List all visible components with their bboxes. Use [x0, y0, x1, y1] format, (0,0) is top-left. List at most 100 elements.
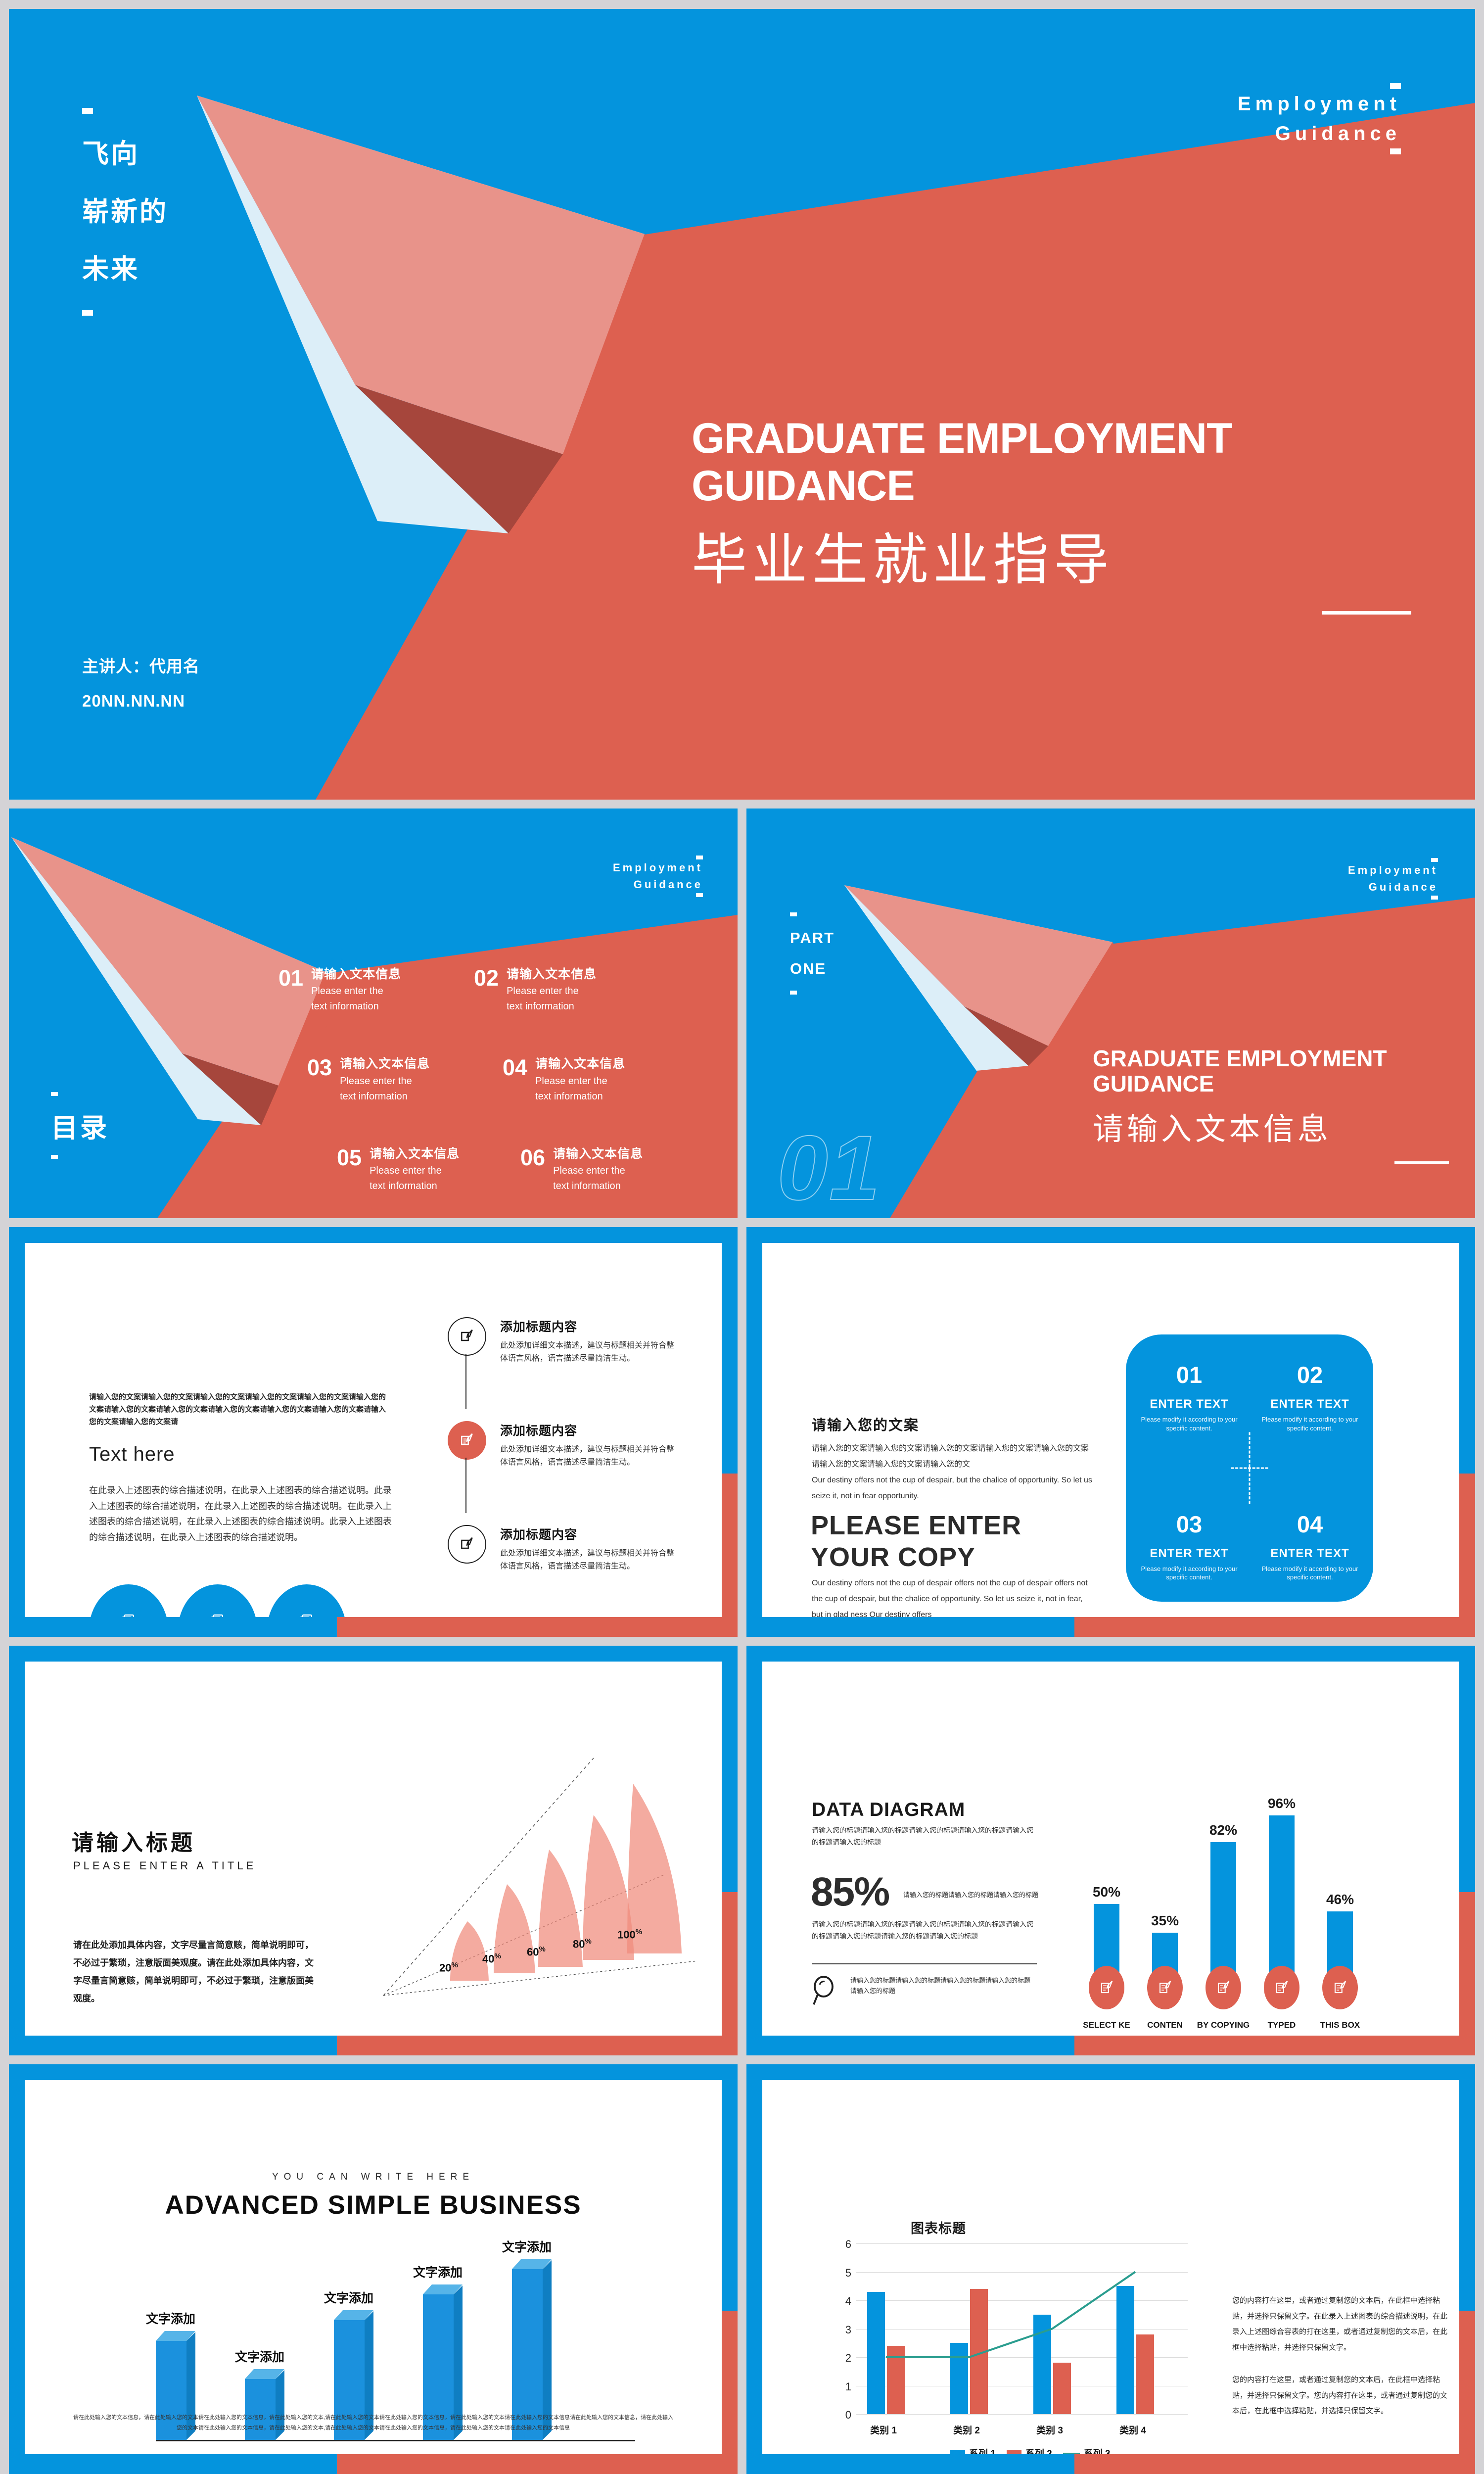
toc-grid: 01 请输入文本信息 Please enter the text informa… — [278, 967, 704, 1218]
section-eyebrow-line-2: Guidance — [1368, 881, 1438, 894]
section-title-cn: 请输入文本信息 — [1093, 1112, 1332, 1146]
quadrant-number: 04 — [1297, 1511, 1323, 1537]
quadrant-cell-04[interactable]: 04 ENTER TEXT Please modify it according… — [1251, 1513, 1369, 1582]
toc-item-sub-1: Please enter the — [370, 1165, 442, 1176]
timeline-marker[interactable] — [448, 1317, 486, 1356]
data-bar-value: 82% — [1209, 1822, 1238, 1838]
section-title-en-line-2: GUIDANCE — [1093, 1071, 1214, 1097]
legend-line-icon — [1063, 2453, 1080, 2454]
toc-item-02[interactable]: 02 请输入文本信息 Please enter the text informa… — [474, 967, 669, 1013]
timeline-step-2[interactable]: 添加标题内容 此处添加详细文本描述，建议与标题相关并符合整体语言风格，语言描述尽… — [448, 1421, 705, 1513]
pill-item-2[interactable]: Text here — [178, 1584, 257, 1617]
dash-mark-icon — [1390, 148, 1401, 154]
section-part-line-1: PART — [790, 929, 835, 947]
legend-label-2: 系列 2 — [1025, 2449, 1052, 2454]
combo-gridline — [856, 2357, 1188, 2358]
slide-frame-red-bottom — [336, 2036, 738, 2055]
slide-advanced-business[interactable]: YOU CAN WRITE HERE ADVANCED SIMPLE BUSIN… — [9, 2064, 738, 2474]
toc-eyebrow: Employment Guidance — [612, 856, 703, 898]
quadrant-cell-02[interactable]: 02 ENTER TEXT Please modify it according… — [1251, 1363, 1369, 1432]
advanced-bar-label: 文字添加 — [235, 2350, 285, 2364]
data-bar-badge-5 — [1322, 1966, 1358, 2009]
legend-item-series-2[interactable]: 系列 2 — [1006, 2446, 1052, 2454]
timeline-step-1[interactable]: 添加标题内容 此处添加详细文本描述，建议与标题相关并符合整体语言风格，语言描述尽… — [448, 1317, 705, 1409]
legend-item-series-1[interactable]: 系列 1 — [950, 2446, 996, 2454]
timeline-track: 添加标题内容 此处添加详细文本描述，建议与标题相关并符合整体语言风格，语言描述尽… — [448, 1317, 705, 1617]
toc-row: 03 请输入文本信息 Please enter the text informa… — [307, 1056, 704, 1102]
slide-table-of-contents[interactable]: Employment Guidance 目录 01 请输入文本信息 Please… — [9, 809, 738, 1218]
copy-big-line-2: YOUR COPY — [811, 1542, 976, 1572]
combo-bar-s1-c1[interactable] — [867, 2292, 885, 2414]
slide-canvas: DATA DIAGRAM 请输入您的标题请输入您的标题请输入您的标题请输入您的标… — [762, 1662, 1459, 2036]
combo-y-tick: 4 — [845, 2295, 851, 2307]
pill-item-1[interactable]: Text here — [89, 1584, 168, 1617]
combo-chart-legend: 系列 1 系列 2 系列 3 — [950, 2446, 1111, 2454]
data-diagram-bar-chart[interactable]: 50% SELECT KE — [1079, 1768, 1425, 2036]
quadrant-label: ENTER TEXT — [1150, 1546, 1229, 1560]
toc-item-sub-1: Please enter the — [311, 986, 383, 997]
data-diagram-big-percent: 85% — [811, 1869, 890, 1914]
advanced-bar-label: 文字添加 — [146, 2312, 196, 2326]
copy-heading-cn: 请输入您的文案 — [812, 1418, 920, 1433]
funnel-chart[interactable]: 20% 40% 60% 80% 100% — [381, 1748, 722, 2015]
quadrant-desc: Please modify it according to your speci… — [1261, 1416, 1358, 1432]
timeline-marker[interactable] — [448, 1524, 486, 1564]
quadrant-card[interactable]: 01 ENTER TEXT Please modify it according… — [1126, 1334, 1373, 1602]
slide-frame-red-bottom — [336, 2454, 738, 2474]
data-diagram-heading: DATA DIAGRAM — [812, 1799, 966, 1820]
toc-item-03[interactable]: 03 请输入文本信息 Please enter the text informa… — [307, 1056, 503, 1102]
toc-item-05[interactable]: 05 请输入文本信息 Please enter the text informa… — [337, 1146, 520, 1192]
slide-copy-quadrants[interactable]: 请输入您的文案 请输入您的文案请输入您的文案请输入您的文案请输入您的文案请输入您… — [746, 1227, 1475, 1637]
section-title-rule — [1394, 1161, 1449, 1164]
toc-eyebrow-line-1: Employment — [612, 861, 703, 874]
combo-y-tick: 2 — [845, 2352, 851, 2364]
advanced-bar-chart[interactable]: 文字添加 文字添加 文字添加 — [82, 2240, 672, 2441]
timeline-step-3[interactable]: 添加标题内容 此处添加详细文本描述，建议与标题相关并符合整体语言风格，语言描述尽… — [448, 1524, 705, 1573]
toc-row: 01 请输入文本信息 Please enter the text informa… — [278, 967, 704, 1013]
toc-item-title: 请输入文本信息 — [340, 1057, 430, 1071]
timeline-step-desc: 此处添加详细文本描述，建议与标题相关并符合整体语言风格，语言描述尽量简洁生动。 — [500, 1549, 675, 1570]
funnel-label-40: 40% — [482, 1952, 501, 1965]
timeline-marker-active[interactable] — [448, 1421, 486, 1460]
combo-bar-s1-c2[interactable] — [950, 2343, 968, 2414]
quadrant-desc: Please modify it according to your speci… — [1141, 1565, 1238, 1581]
toc-item-01[interactable]: 01 请输入文本信息 Please enter the text informa… — [278, 967, 474, 1013]
combo-bar-s1-c4[interactable] — [1116, 2286, 1134, 2414]
slide-frame-red-bottom — [336, 1617, 738, 1637]
cover-tagline-line-2: 崭新的 — [82, 196, 168, 227]
funnel-body: 请在此处添加具体内容，文字尽量言简意赅，简单说明即可，不必过于繁琐，注意版面美观… — [73, 1940, 314, 2003]
combo-bar-s2-c4[interactable] — [1136, 2334, 1154, 2414]
deck-row-2: Employment Guidance 目录 01 请输入文本信息 Please… — [9, 809, 1475, 1218]
data-diagram-paragraph-2: 请输入您的标题请输入您的标题请输入您的标题请输入您的标题请输入您的标题请输入您的… — [812, 1920, 1033, 1940]
slide-canvas: 图表标题 6 5 4 3 2 1 0 — [762, 2080, 1459, 2454]
funnel-label-20: 20% — [439, 1961, 458, 1974]
toc-item-04[interactable]: 04 请输入文本信息 Please enter the text informa… — [503, 1056, 698, 1102]
slide-funnel[interactable]: 请输入标题 PLEASE ENTER A TITLE 请在此处添加具体内容，文字… — [9, 1646, 738, 2055]
section-title-en-line-1: GRADUATE EMPLOYMENT — [1093, 1045, 1387, 1071]
timeline-pill-group: Text here Text here — [89, 1584, 346, 1617]
quadrant-cell-03[interactable]: 03 ENTER TEXT Please modify it according… — [1130, 1513, 1249, 1582]
slide-data-diagram[interactable]: DATA DIAGRAM 请输入您的标题请输入您的标题请输入您的标题请输入您的标… — [746, 1646, 1475, 2055]
combo-bar-s2-c3[interactable] — [1053, 2363, 1071, 2414]
toc-item-sub-2: text information — [340, 1091, 408, 1102]
pill-item-3[interactable]: Text here — [267, 1584, 346, 1617]
combo-paragraph-2: 您的内容打在这里，或者通过复制您的文本后，在此框中选择粘贴，并选择只保留文字。您… — [1232, 2376, 1448, 2415]
slide-cover[interactable]: 飞向 崭新的 未来 Employment Guidance GRADUATE E… — [9, 9, 1475, 800]
combo-chart-plot[interactable]: 6 5 4 3 2 1 0 类别 1 — [845, 2238, 1188, 2436]
advanced-bar-face — [334, 2320, 365, 2440]
slide-timeline[interactable]: 请输入您的文案请输入您的文案请输入您的文案请输入您的文案请输入您的文案请输入您的… — [9, 1227, 738, 1637]
dash-mark-icon — [1431, 858, 1438, 862]
data-bar-caption-2: CONTEN — [1147, 2020, 1183, 2030]
toc-item-title: 请输入文本信息 — [535, 1057, 626, 1071]
combo-y-tick: 0 — [845, 2409, 851, 2421]
toc-item-06[interactable]: 06 请输入文本信息 Please enter the text informa… — [520, 1146, 704, 1192]
slide-section-divider[interactable]: Employment Guidance PART ONE 01 GRADUATE… — [746, 809, 1475, 1218]
combo-y-tick: 5 — [845, 2266, 851, 2279]
legend-item-series-3[interactable]: 系列 3 — [1063, 2446, 1111, 2454]
quadrant-cell-01[interactable]: 01 ENTER TEXT Please modify it according… — [1130, 1363, 1249, 1432]
slide-frame-red-bottom — [1074, 2454, 1475, 2474]
slide-combo-chart[interactable]: 图表标题 6 5 4 3 2 1 0 — [746, 2064, 1475, 2474]
cover-title-en-line-1: GRADUATE EMPLOYMENT — [692, 415, 1233, 462]
advanced-bar-label: 文字添加 — [502, 2240, 552, 2254]
documents-icon — [122, 1614, 135, 1617]
